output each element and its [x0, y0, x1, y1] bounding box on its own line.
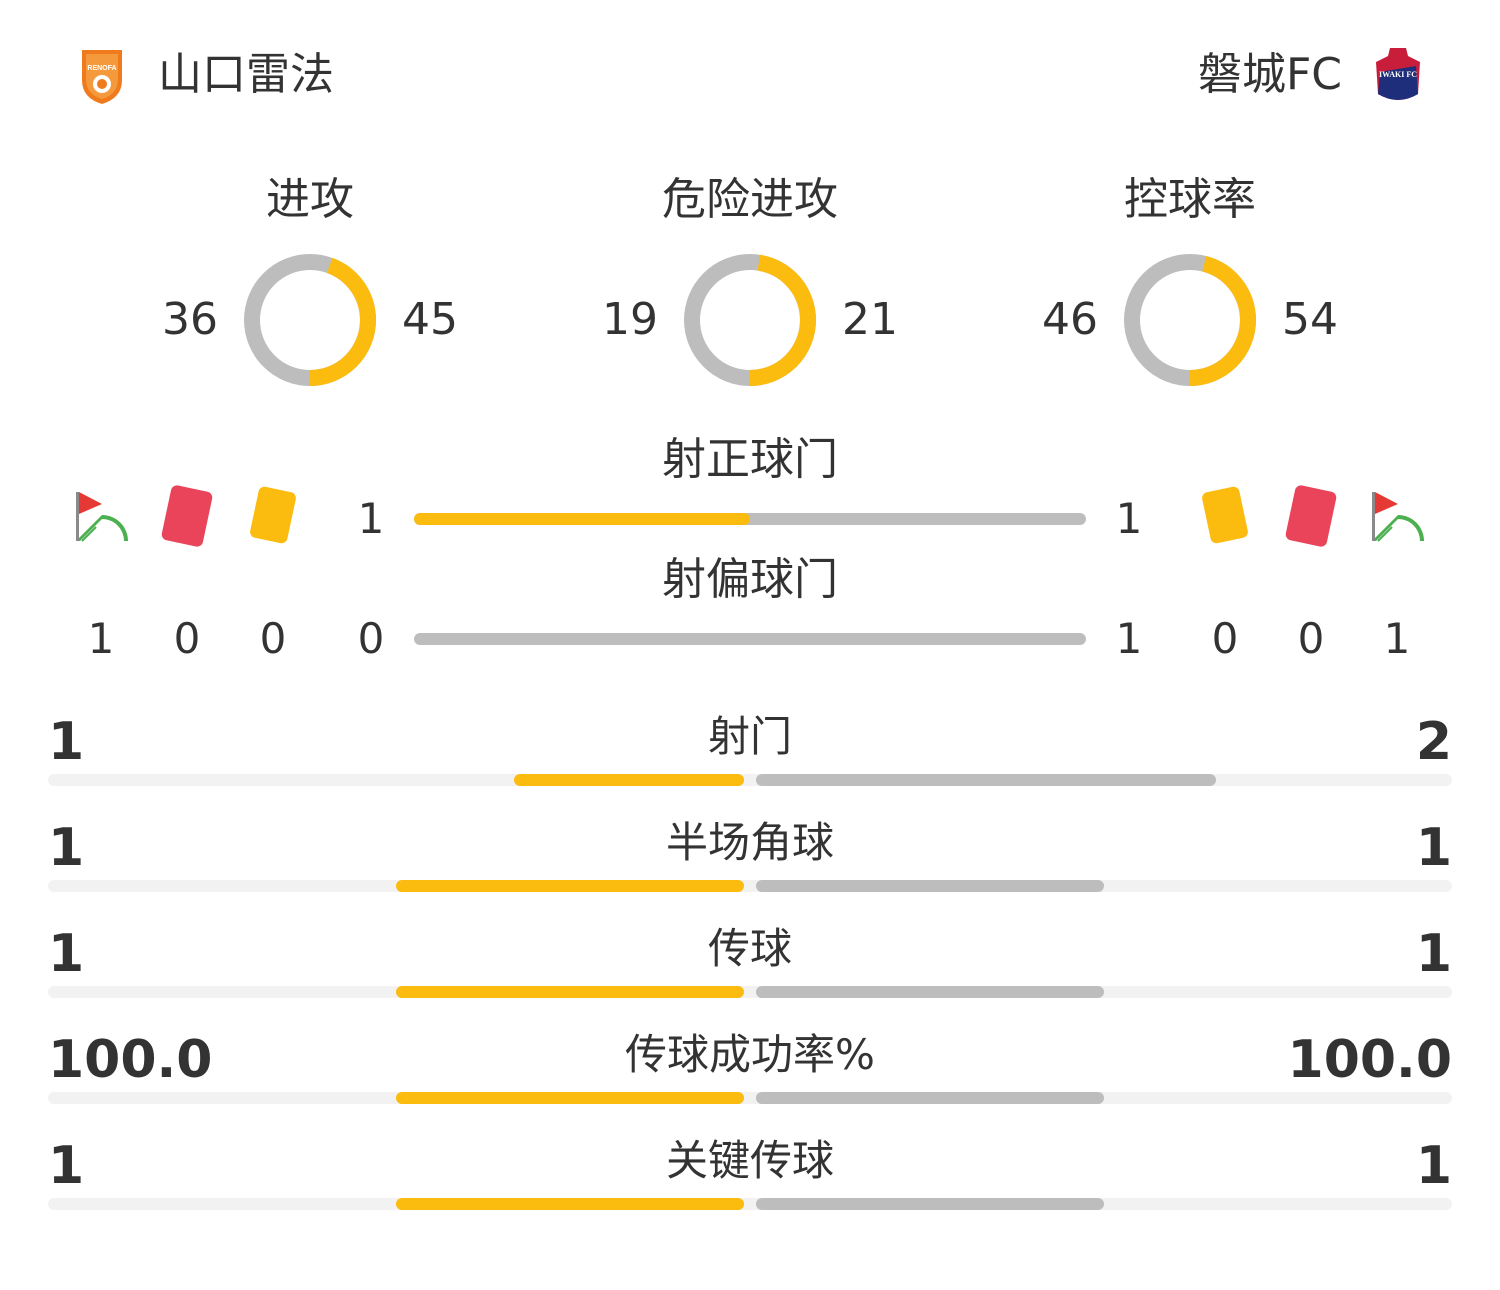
- bar-away-fill: [756, 1092, 1104, 1104]
- shots-off-target-label: 射偏球门: [662, 554, 838, 605]
- shots-off-target-bar: [414, 633, 1086, 645]
- away-team-logo: IWAKI FC: [1372, 44, 1424, 106]
- shots-on-target-bar: [414, 513, 1086, 525]
- ring-home-arc: [244, 254, 376, 386]
- ring-home-arc: [684, 254, 816, 386]
- bar-label: 射门: [707, 712, 792, 761]
- bar-away-value: 1: [1415, 1136, 1452, 1196]
- ring-home-value: 36: [162, 294, 218, 345]
- away-red-cards-count: 0: [1297, 614, 1325, 663]
- ring-away-value: 21: [842, 294, 898, 345]
- bar-home-value: 1: [48, 818, 85, 878]
- away-yellow-cards-count: 0: [1211, 614, 1239, 663]
- bar-home-value: 1: [48, 712, 85, 772]
- home-team-logo: RENOFA: [78, 46, 126, 106]
- bar-away-value: 1: [1415, 818, 1452, 878]
- bar-home-fill: [396, 1198, 744, 1210]
- shots-off-target-home-value: 0: [357, 614, 385, 663]
- bar-label: 关键传球: [665, 1136, 834, 1185]
- ring-away-value: 45: [402, 294, 458, 345]
- home-yellow-cards-count: 0: [259, 614, 287, 663]
- ring-chart: [1124, 254, 1256, 386]
- ring-chart: [684, 254, 816, 386]
- bar-away-fill: [756, 1198, 1104, 1210]
- bar-home-value: 100.0: [48, 1030, 213, 1090]
- home-corners-count: 1: [87, 614, 115, 663]
- bar-away-value: 2: [1415, 712, 1452, 772]
- away-red-card-icon: [1284, 484, 1338, 548]
- ring-label: 危险进攻: [662, 174, 838, 225]
- shots-on-target-home-fill: [414, 513, 750, 525]
- bar-home-fill: [514, 774, 744, 786]
- home-red-cards-count: 0: [173, 614, 201, 663]
- bar-home-fill: [396, 880, 744, 892]
- bar-label: 传球成功率%: [625, 1030, 875, 1079]
- bar-away-fill: [756, 986, 1104, 998]
- home-team-name: 山口雷法: [158, 49, 334, 100]
- home-yellow-card-icon: [248, 485, 298, 546]
- svg-text:RENOFA: RENOFA: [87, 65, 116, 72]
- svg-text:IWAKI FC: IWAKI FC: [1379, 70, 1417, 79]
- bar-home-value: 1: [48, 1136, 85, 1196]
- shots-on-target-home-value: 1: [357, 494, 385, 543]
- away-corner-flag-icon: [1368, 490, 1426, 548]
- ring-home-value: 19: [602, 294, 658, 345]
- ring-home-arc: [1124, 254, 1256, 386]
- bar-track: [48, 1092, 1452, 1104]
- bar-label: 传球: [707, 924, 792, 973]
- bar-track: [48, 986, 1452, 998]
- away-yellow-card-icon: [1200, 485, 1250, 546]
- bar-away-value: 100.0: [1287, 1030, 1452, 1090]
- away-team-name: 磐城FC: [1197, 49, 1342, 100]
- ring-home-value: 46: [1042, 294, 1098, 345]
- bar-home-fill: [396, 986, 744, 998]
- bar-track: [48, 774, 1452, 786]
- shots-on-target-away-value: 1: [1115, 494, 1143, 543]
- bar-away-fill: [756, 774, 1216, 786]
- shots-off-target-away-value: 1: [1115, 614, 1143, 663]
- bar-label: 半场角球: [665, 818, 834, 867]
- bar-track: [48, 880, 1452, 892]
- ring-label: 控球率: [1124, 174, 1256, 225]
- ring-label: 进攻: [266, 174, 354, 225]
- home-corner-flag-icon: [72, 490, 130, 548]
- home-red-card-icon: [160, 484, 214, 548]
- bar-track: [48, 1198, 1452, 1210]
- ring-away-value: 54: [1282, 294, 1338, 345]
- bar-away-value: 1: [1415, 924, 1452, 984]
- ring-chart: [244, 254, 376, 386]
- bar-home-fill: [396, 1092, 744, 1104]
- away-corners-count: 1: [1383, 614, 1411, 663]
- shots-on-target-label: 射正球门: [662, 434, 838, 485]
- bar-away-fill: [756, 880, 1104, 892]
- bar-home-value: 1: [48, 924, 85, 984]
